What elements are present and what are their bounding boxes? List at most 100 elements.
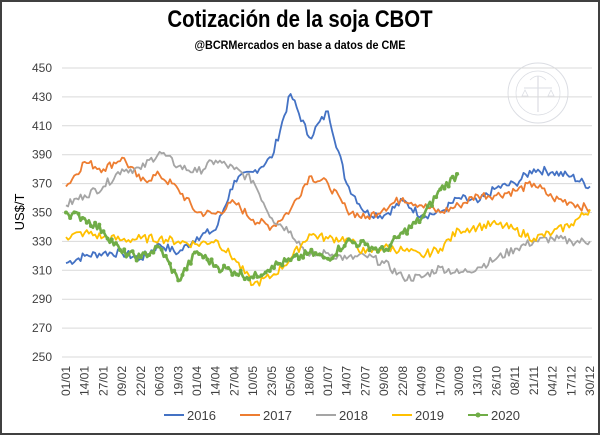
series-marker-2020	[371, 246, 376, 251]
series-marker-2020	[176, 278, 181, 283]
series-marker-2020	[226, 266, 231, 271]
series-marker-2020	[263, 270, 268, 275]
series-marker-2020	[238, 268, 243, 273]
series-marker-2020	[442, 186, 447, 191]
series-marker-2020	[313, 251, 318, 256]
x-tick-label: 30/12	[583, 366, 597, 396]
series-marker-2020	[122, 247, 127, 252]
legend-item-2018: 2018	[316, 408, 368, 423]
series-marker-2020	[317, 252, 322, 257]
series-marker-2020	[434, 195, 439, 200]
legend-label: 2020	[491, 408, 520, 423]
series-marker-2020	[446, 184, 451, 189]
x-tick-label: 04/09	[415, 366, 429, 396]
y-tick-label: 250	[32, 350, 52, 364]
chart-subtitle: @BCRMercados en base a datos de CME	[194, 38, 406, 52]
series-marker-2020	[405, 231, 410, 236]
series-marker-2020	[350, 240, 355, 245]
series-marker-2020	[259, 273, 264, 278]
series-marker-2020	[230, 272, 235, 277]
x-tick-label: 09/08	[377, 366, 391, 396]
legend-label: 2017	[263, 408, 292, 423]
y-tick-label: 390	[32, 148, 52, 162]
legend-item-2019: 2019	[392, 408, 444, 423]
series-marker-2020	[84, 220, 89, 225]
series-marker-2020	[113, 241, 118, 246]
series-line-2017	[65, 156, 591, 231]
y-tick-label: 370	[32, 177, 52, 191]
x-tick-label: 01/07	[321, 366, 335, 396]
series-marker-2020	[151, 250, 156, 255]
x-tick-label: 27/04	[227, 366, 241, 396]
x-tick-label: 10/05	[246, 366, 260, 396]
x-tick-label: 26/10	[489, 366, 503, 396]
series-marker-2020	[363, 242, 368, 247]
x-tick-label: 04/12	[546, 366, 560, 396]
series-marker-2020	[417, 220, 422, 225]
series-marker-2020	[143, 250, 148, 255]
series-marker-2020	[346, 237, 351, 242]
series-marker-2020	[126, 252, 131, 257]
x-tick-label: 09/02	[115, 366, 129, 396]
series-marker-2020	[388, 243, 393, 248]
series-marker-2020	[271, 266, 276, 271]
series-marker-2020	[209, 257, 214, 262]
x-tick-label: 01/01	[59, 366, 73, 396]
series-marker-2020	[392, 235, 397, 240]
x-tick-label: 14/04	[209, 366, 223, 396]
series-marker-2020	[205, 257, 210, 262]
series-marker-2020	[155, 244, 160, 249]
series-line-2018	[65, 150, 591, 282]
series-marker-2020	[413, 220, 418, 225]
series-marker-2020	[97, 222, 102, 227]
series-marker-2020	[438, 187, 443, 192]
x-tick-label: 05/06	[284, 366, 298, 396]
series-marker-2020	[276, 261, 281, 266]
series-line-2019	[65, 209, 591, 287]
series-marker-2020	[425, 204, 430, 209]
series-marker-2020	[222, 263, 227, 268]
x-tick-label: 19/03	[171, 366, 185, 396]
series-marker-2020	[321, 255, 326, 260]
x-tick-label: 30/09	[452, 366, 466, 396]
x-tick-label: 18/06	[302, 366, 316, 396]
x-tick-label: 22/08	[396, 366, 410, 396]
legend-label: 2016	[187, 408, 216, 423]
series-marker-2020	[138, 255, 143, 260]
series-marker-2020	[163, 253, 168, 258]
series-marker-2020	[359, 239, 364, 244]
series-marker-2020	[267, 269, 272, 274]
series-marker-2020	[167, 261, 172, 266]
series-marker-2020	[305, 252, 310, 257]
series-marker-2020	[201, 255, 206, 260]
series-marker-2020	[192, 250, 197, 255]
series-marker-2020	[301, 255, 306, 260]
y-tick-label: 350	[32, 206, 52, 220]
x-tick-label: 14/01	[78, 366, 92, 396]
series-marker-2020	[134, 258, 139, 263]
y-tick-label: 290	[32, 292, 52, 306]
y-tick-label: 450	[32, 61, 52, 75]
chart-title: Cotización de la soja CBOT	[167, 6, 433, 33]
series-marker-2020	[197, 251, 202, 256]
x-tick-label: 08/11	[508, 366, 522, 395]
x-tick-label: 27/01	[96, 366, 110, 396]
legend-item-2017: 2017	[240, 408, 292, 423]
series-marker-2020	[251, 275, 256, 280]
series-marker-2020	[147, 253, 152, 258]
x-tick-label: 13/10	[471, 366, 485, 396]
legend-marker	[475, 412, 481, 418]
series-marker-2020	[180, 273, 185, 278]
series-marker-2020	[280, 263, 285, 268]
series-marker-2020	[184, 267, 189, 272]
series-marker-2020	[309, 247, 314, 252]
x-tick-label: 14/07	[340, 366, 354, 396]
series-marker-2020	[288, 258, 293, 263]
series-marker-2020	[217, 269, 222, 274]
x-tick-label: 21/11	[527, 366, 541, 395]
series-marker-2020	[338, 248, 343, 253]
series-marker-2020	[109, 237, 114, 242]
series-marker-2020	[68, 216, 73, 221]
series-marker-2020	[172, 268, 177, 273]
x-tick-label: 17/12	[564, 366, 578, 396]
